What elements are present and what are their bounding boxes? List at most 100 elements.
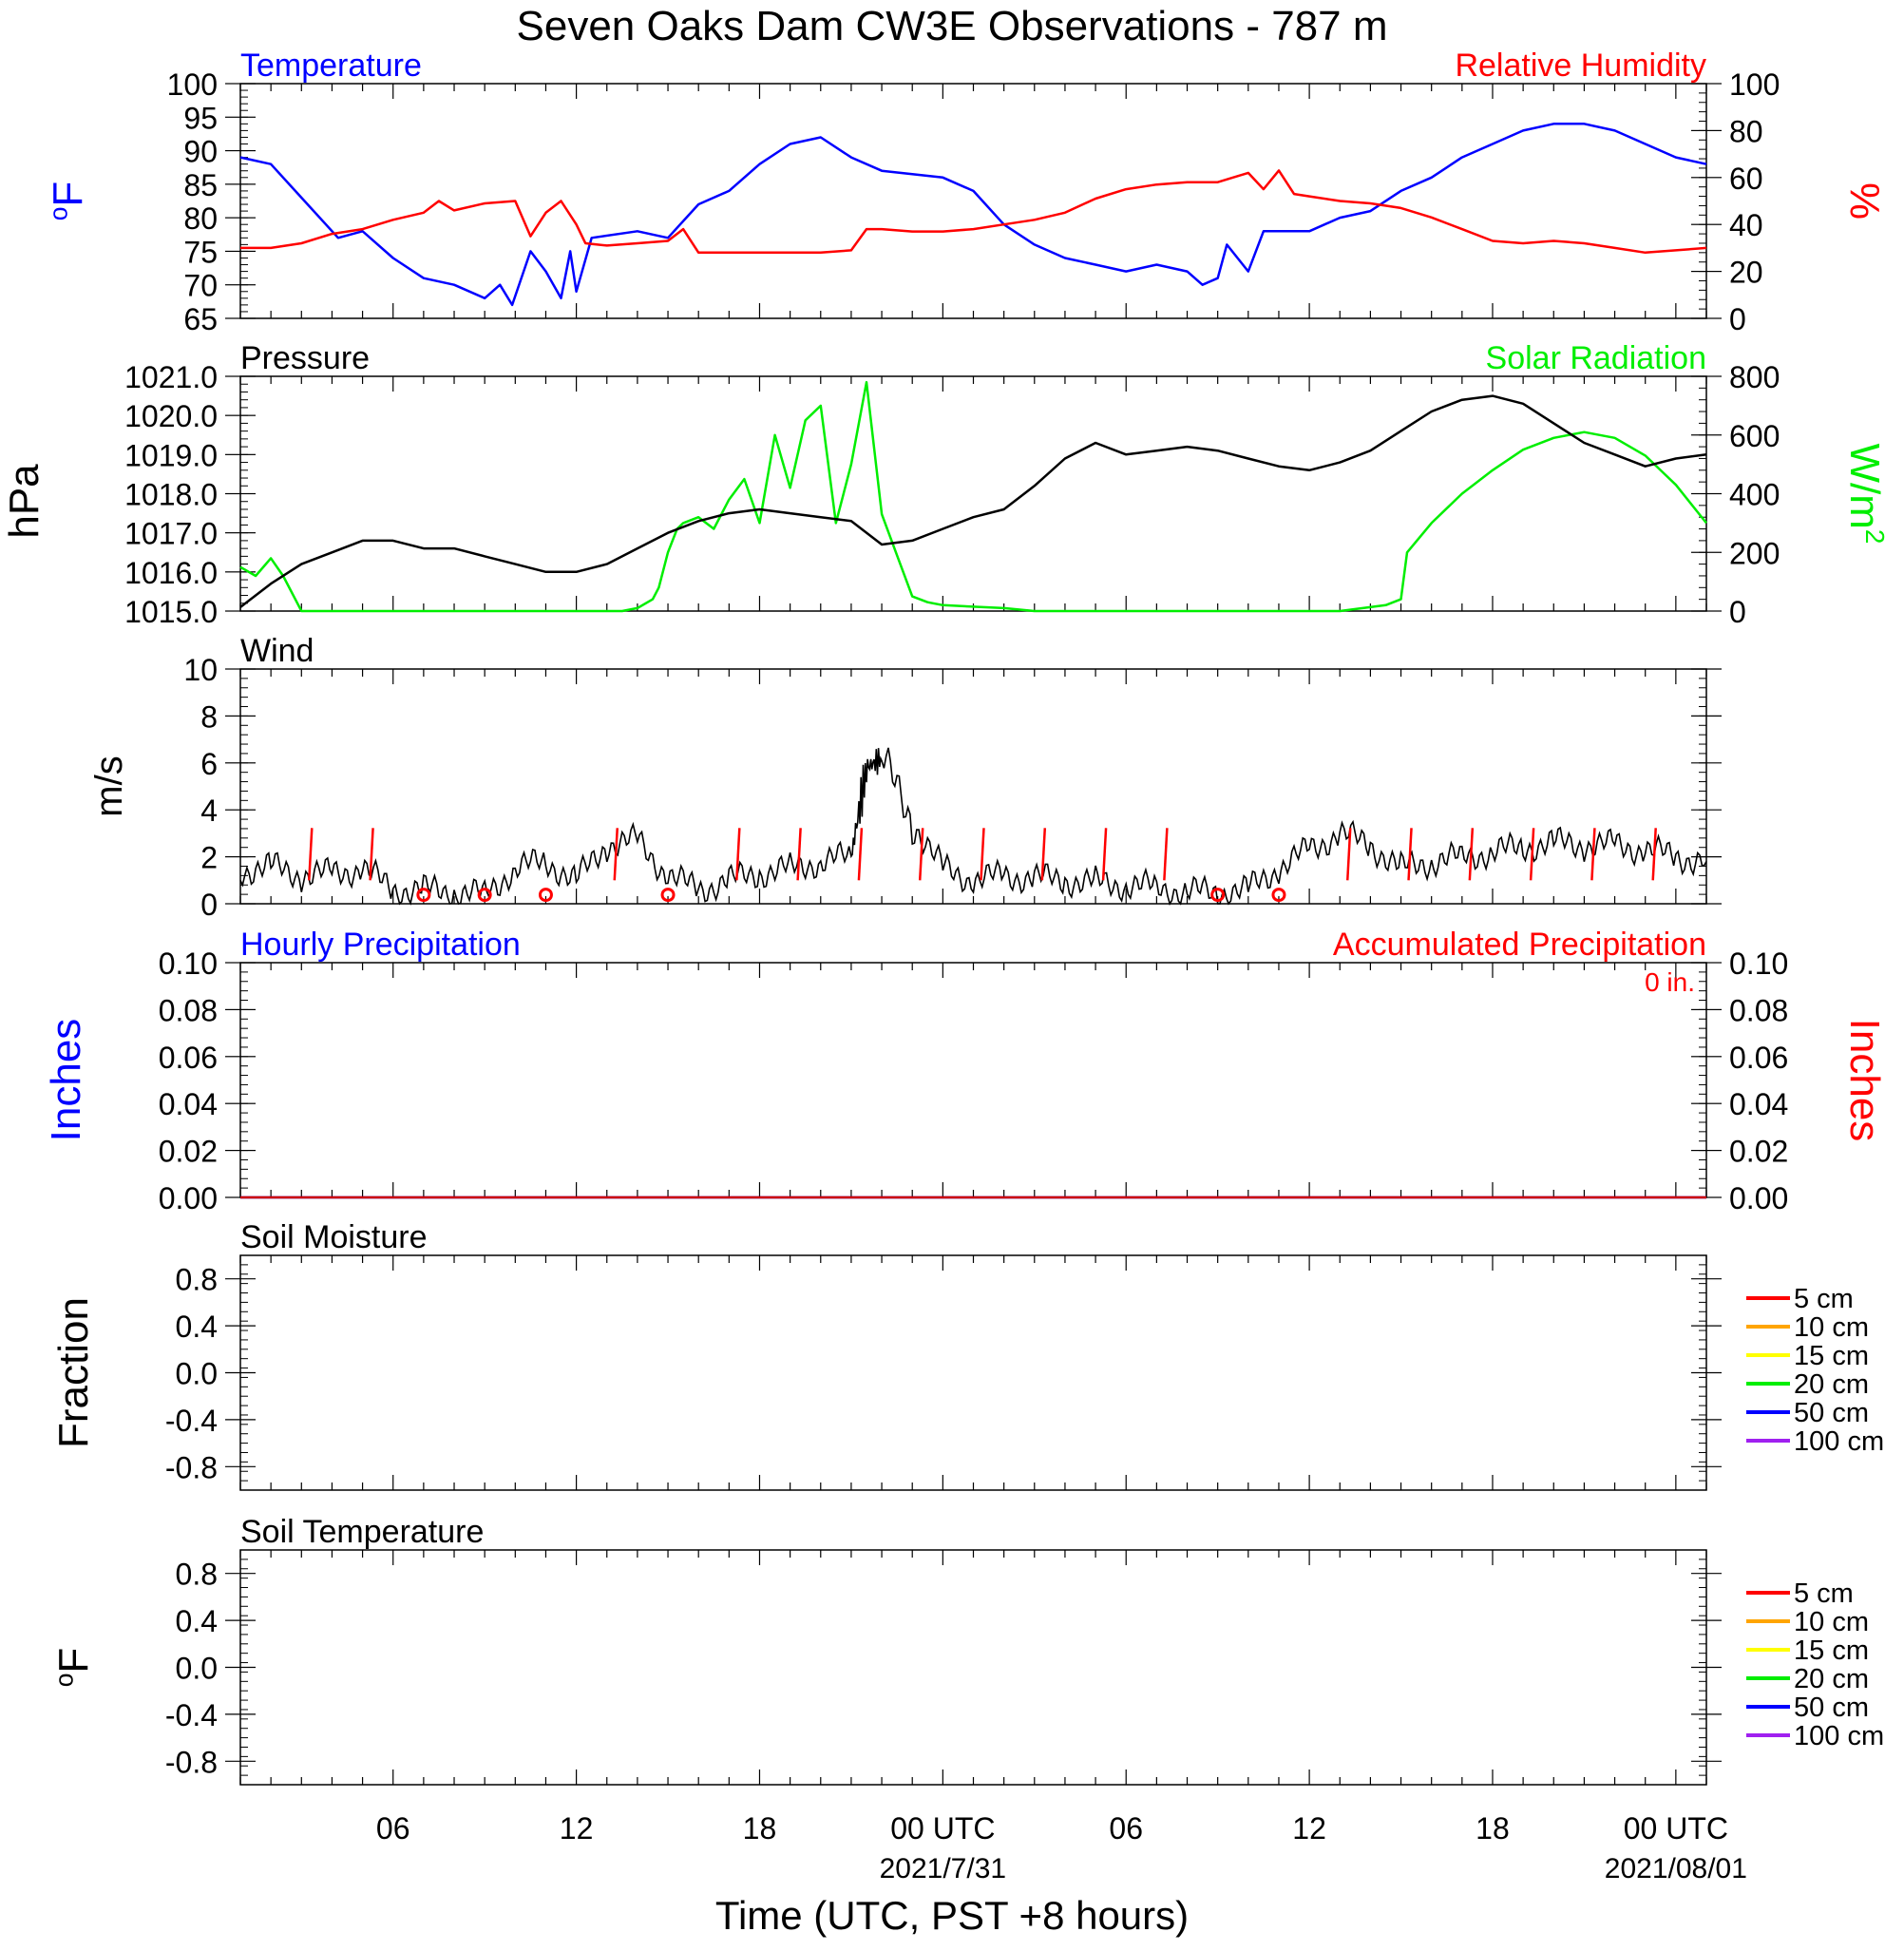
wind-barb xyxy=(918,828,924,881)
figure-title: Seven Oaks Dam CW3E Observations - 787 m xyxy=(517,3,1388,49)
legend-label: 5 cm xyxy=(1794,1578,1854,1609)
y2-tick-label: 0.04 xyxy=(1729,1087,1788,1121)
temperature-line xyxy=(239,123,1707,307)
y2-tick-label: 0 xyxy=(1729,595,1746,629)
legend-label: 100 cm xyxy=(1794,1426,1884,1457)
accum-precip-total: 0 in. xyxy=(1645,967,1695,997)
wind-barb xyxy=(796,828,802,881)
calm-wind-marker xyxy=(477,888,492,903)
wind-barb xyxy=(1040,828,1047,881)
y-tick-label: 8 xyxy=(200,699,218,734)
accum-axis-label: Inches xyxy=(1841,1019,1888,1142)
calm-wind-marker xyxy=(1271,888,1286,903)
wind-barb xyxy=(1163,828,1169,881)
y2-tick-label: 0 xyxy=(1729,302,1746,336)
x-axis-label: Time (UTC, PST +8 hours) xyxy=(715,1893,1189,1938)
soil-moisture-title: Soil Moisture xyxy=(240,1219,428,1255)
wind-barb xyxy=(980,828,985,881)
solar-radiation-line xyxy=(239,380,1707,613)
y-tick-label: 0.04 xyxy=(159,1087,218,1121)
y-tick-label: 6 xyxy=(200,747,218,781)
y-tick-label: 4 xyxy=(200,794,218,828)
legend-label: 50 cm xyxy=(1794,1693,1869,1723)
calm-wind-marker xyxy=(660,888,676,903)
y-tick-label: 0.0 xyxy=(176,1652,218,1686)
panel-frame-1 xyxy=(239,83,1707,319)
x-tick-label: 12 xyxy=(1292,1811,1326,1846)
y-tick-label: 10 xyxy=(183,653,218,687)
wind-barb xyxy=(1529,828,1535,881)
y-tick-label: 0.8 xyxy=(176,1263,218,1297)
y-tick-label: 1019.0 xyxy=(124,438,218,472)
y-tick-label: 70 xyxy=(183,269,218,303)
y-tick-label: 95 xyxy=(183,101,218,135)
wind-barb xyxy=(1651,828,1657,881)
y-tick-label: 1017.0 xyxy=(124,517,218,551)
solar-title: Solar Radiation xyxy=(1486,340,1706,376)
wind-barb xyxy=(613,828,619,881)
x-tick-label: 00 UTC xyxy=(1624,1811,1728,1846)
wind-title: Wind xyxy=(240,633,314,669)
precip-axis-label: Inches xyxy=(43,1019,89,1142)
y-tick-label: 0.0 xyxy=(176,1357,218,1391)
soil-moisture-axis-label: Fraction xyxy=(50,1297,97,1448)
y-tick-label: 1021.0 xyxy=(124,360,218,394)
y-tick-label: -0.4 xyxy=(165,1404,218,1438)
y-tick-label: 0.4 xyxy=(176,1310,218,1344)
y-tick-label: -0.8 xyxy=(165,1745,218,1779)
panel-frame-6 xyxy=(239,1549,1707,1786)
wind-barb xyxy=(1346,828,1352,881)
panels: 65707580859095100020406080100Temperature… xyxy=(1,48,1890,1884)
x-date-label: 2021/08/01 xyxy=(1605,1853,1747,1884)
calm-wind-marker xyxy=(416,888,431,903)
y-tick-label: 1015.0 xyxy=(124,595,218,629)
soil-temperature-title: Soil Temperature xyxy=(240,1514,484,1550)
legend-label: 15 cm xyxy=(1794,1341,1869,1371)
rh-axis-label: % xyxy=(1841,182,1888,220)
wind-barb xyxy=(857,828,864,881)
y-tick-label: -0.8 xyxy=(165,1450,218,1484)
y-tick-label: -0.4 xyxy=(165,1698,218,1732)
x-tick-label: 06 xyxy=(376,1811,410,1846)
y-tick-label: 0.10 xyxy=(159,947,218,981)
y-tick-label: 1018.0 xyxy=(124,478,218,512)
pressure-title: Pressure xyxy=(240,340,370,376)
panel-frame-4 xyxy=(239,962,1707,1198)
x-tick-label: 12 xyxy=(560,1811,594,1846)
wind-barb xyxy=(1407,828,1413,881)
y2-tick-label: 0.02 xyxy=(1729,1135,1788,1169)
y-tick-label: 0.00 xyxy=(159,1181,218,1215)
y2-tick-label: 800 xyxy=(1729,360,1780,394)
temperature-axis-label: oF xyxy=(45,182,91,221)
calm-wind-marker xyxy=(1210,888,1226,903)
accum-precip-title: Accumulated Precipitation xyxy=(1333,927,1706,963)
wind-barb xyxy=(369,828,374,881)
legend-label: 15 cm xyxy=(1794,1635,1869,1666)
wind-barb xyxy=(308,828,314,881)
y2-tick-label: 40 xyxy=(1729,208,1763,242)
y2-tick-label: 60 xyxy=(1729,162,1763,196)
x-tick-label: 18 xyxy=(1476,1811,1510,1846)
y-tick-label: 65 xyxy=(183,302,218,336)
pressure-axis-label: hPa xyxy=(1,464,48,539)
wind-axis-label: m/s xyxy=(88,756,130,816)
y-tick-label: 0.08 xyxy=(159,993,218,1027)
legend-label: 10 cm xyxy=(1794,1312,1869,1343)
y2-tick-label: 400 xyxy=(1729,478,1780,512)
y-tick-label: 100 xyxy=(167,67,218,102)
y-tick-label: 1016.0 xyxy=(124,556,218,590)
y-tick-label: 80 xyxy=(183,201,218,236)
y-tick-label: 0 xyxy=(200,888,218,922)
wind-speed-line xyxy=(239,747,1707,906)
pressure-line xyxy=(239,394,1707,608)
soil-temperature-axis-label: oF xyxy=(50,1648,97,1688)
y2-tick-label: 0.00 xyxy=(1729,1181,1788,1215)
y2-tick-label: 20 xyxy=(1729,256,1763,290)
y2-tick-label: 200 xyxy=(1729,536,1780,570)
x-tick-label: 06 xyxy=(1109,1811,1143,1846)
panel-frame-2 xyxy=(239,375,1707,612)
legend-label: 10 cm xyxy=(1794,1607,1869,1637)
y2-tick-label: 600 xyxy=(1729,419,1780,453)
